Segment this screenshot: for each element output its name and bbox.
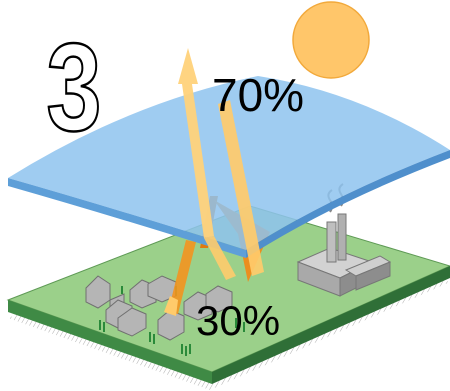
factory-icon	[296, 183, 392, 297]
reflected-percent-label: 70%	[212, 69, 305, 121]
step-number: 3	[46, 17, 101, 156]
atmosphere-layer	[8, 76, 450, 258]
sun-icon	[292, 1, 370, 79]
sunlight-arrow	[164, 48, 264, 316]
absorbed-percent-label: 30%	[196, 297, 281, 344]
